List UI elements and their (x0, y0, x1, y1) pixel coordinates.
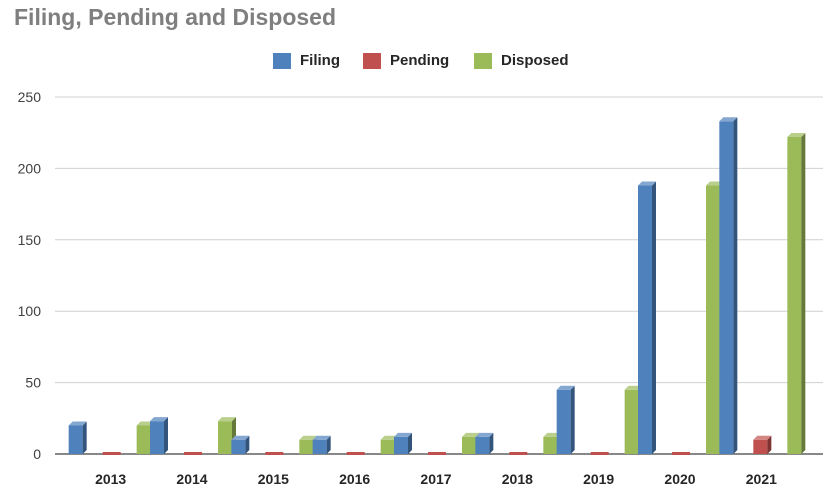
bar-pending-2019 (591, 452, 609, 455)
x-tick-label-2018: 2018 (502, 471, 533, 487)
x-tick-label-2013: 2013 (95, 471, 126, 487)
bar-filing-2014 (150, 421, 164, 454)
bar-filing-2019 (557, 390, 571, 454)
bar-disposed-2019 (625, 390, 639, 454)
x-tick-label-2014: 2014 (176, 471, 207, 487)
bar-pending-2016 (347, 452, 365, 455)
bar-filing-2013 (69, 425, 83, 454)
bar-side-filing-2021 (733, 117, 737, 454)
bar-pending-2013 (103, 452, 121, 455)
bar-disposed-2017 (462, 437, 476, 454)
bar-side-filing-2019 (571, 386, 575, 454)
bar-pending-2018 (509, 452, 527, 455)
bar-filing-2017 (394, 437, 408, 454)
y-tick-label-0: 0 (33, 446, 41, 462)
bar-filing-2015 (231, 440, 245, 454)
bar-disposed-2021 (787, 137, 801, 454)
bar-disposed-2014 (218, 421, 232, 454)
bar-side-disposed-2021 (801, 133, 805, 454)
bar-side-filing-2020 (652, 182, 656, 454)
bar-disposed-2020 (706, 186, 720, 454)
bar-side-filing-2014 (164, 417, 168, 454)
x-tick-label-2019: 2019 (583, 471, 614, 487)
bar-filing-2018 (475, 437, 489, 454)
bar-pending-2014 (184, 452, 202, 455)
bar-disposed-2013 (137, 425, 151, 454)
bar-pending-2020 (672, 452, 690, 455)
bar-disposed-2018 (543, 437, 557, 454)
x-tick-label-2015: 2015 (258, 471, 289, 487)
x-tick-label-2020: 2020 (664, 471, 695, 487)
y-tick-label-250: 250 (18, 89, 42, 105)
x-tick-label-2017: 2017 (420, 471, 451, 487)
bar-pending-2021 (753, 440, 767, 454)
y-tick-label-50: 50 (25, 375, 41, 391)
bar-disposed-2016 (381, 440, 395, 454)
bar-pending-2017 (428, 452, 446, 455)
x-tick-label-2021: 2021 (746, 471, 777, 487)
y-tick-label-150: 150 (18, 232, 42, 248)
bar-filing-2021 (719, 121, 733, 454)
bar-pending-2015 (265, 452, 283, 455)
y-tick-label-200: 200 (18, 160, 42, 176)
bar-filing-2016 (313, 440, 327, 454)
bar-filing-2020 (638, 186, 652, 454)
bar-side-filing-2013 (83, 421, 87, 454)
bar-disposed-2015 (299, 440, 313, 454)
x-tick-label-2016: 2016 (339, 471, 370, 487)
y-tick-label-100: 100 (18, 303, 42, 319)
